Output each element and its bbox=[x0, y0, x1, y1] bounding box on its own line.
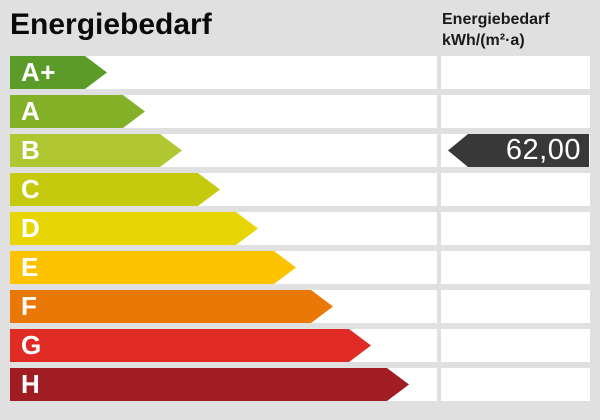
energy-class-arrow-a: A bbox=[10, 95, 145, 128]
energy-class-row-b: B 62,00 bbox=[0, 134, 600, 167]
energy-class-label: B bbox=[21, 135, 41, 165]
energy-class-row-f: F bbox=[0, 290, 600, 323]
energy-class-row-d: D bbox=[0, 212, 600, 245]
energy-class-row-e: E bbox=[0, 251, 600, 284]
energy-class-arrow-aplus: A+ bbox=[10, 56, 107, 89]
energy-class-label: A bbox=[21, 96, 41, 126]
unit-header-line1: Energiebedarf bbox=[442, 11, 550, 28]
page-title: Energiebedarf bbox=[10, 8, 212, 41]
energy-class-label: F bbox=[21, 291, 38, 321]
energy-class-label: C bbox=[21, 174, 41, 204]
value-column-cell: 62,00 bbox=[441, 134, 590, 167]
value-column-cell bbox=[441, 368, 590, 401]
energy-class-arrow-d: D bbox=[10, 212, 258, 245]
energy-scale: A+ A B 62,00 C D E F G H bbox=[0, 56, 600, 401]
value-indicator: 62,00 bbox=[448, 134, 589, 167]
value-column-cell bbox=[441, 56, 590, 89]
energy-class-arrow-c: C bbox=[10, 173, 220, 206]
value-column-cell bbox=[441, 173, 590, 206]
energy-class-row-g: G bbox=[0, 329, 600, 362]
energy-class-arrow-e: E bbox=[10, 251, 296, 284]
energy-class-arrow-g: G bbox=[10, 329, 371, 362]
value-column-cell bbox=[441, 329, 590, 362]
unit-header: Energiebedarf kWh/(m²·a) bbox=[442, 9, 550, 51]
value-indicator-text: 62,00 bbox=[505, 134, 581, 166]
energy-class-row-a: A bbox=[0, 95, 600, 128]
energy-class-arrow-f: F bbox=[10, 290, 333, 323]
unit-header-line2: kWh/(m²·a) bbox=[442, 32, 525, 49]
energy-class-row-aplus: A+ bbox=[0, 56, 600, 89]
energy-class-label: G bbox=[21, 330, 42, 360]
energy-class-label: H bbox=[21, 369, 41, 399]
energy-class-row-h: H bbox=[0, 368, 600, 401]
energy-class-label: E bbox=[21, 252, 39, 282]
energy-class-label: D bbox=[21, 213, 41, 243]
energy-class-arrow-b: B bbox=[10, 134, 182, 167]
energy-class-row-c: C bbox=[0, 173, 600, 206]
value-column-cell bbox=[441, 251, 590, 284]
value-column-cell bbox=[441, 212, 590, 245]
value-column-cell bbox=[441, 95, 590, 128]
value-column-cell bbox=[441, 290, 590, 323]
energy-class-arrow-h: H bbox=[10, 368, 409, 401]
energy-class-label: A+ bbox=[21, 57, 56, 87]
